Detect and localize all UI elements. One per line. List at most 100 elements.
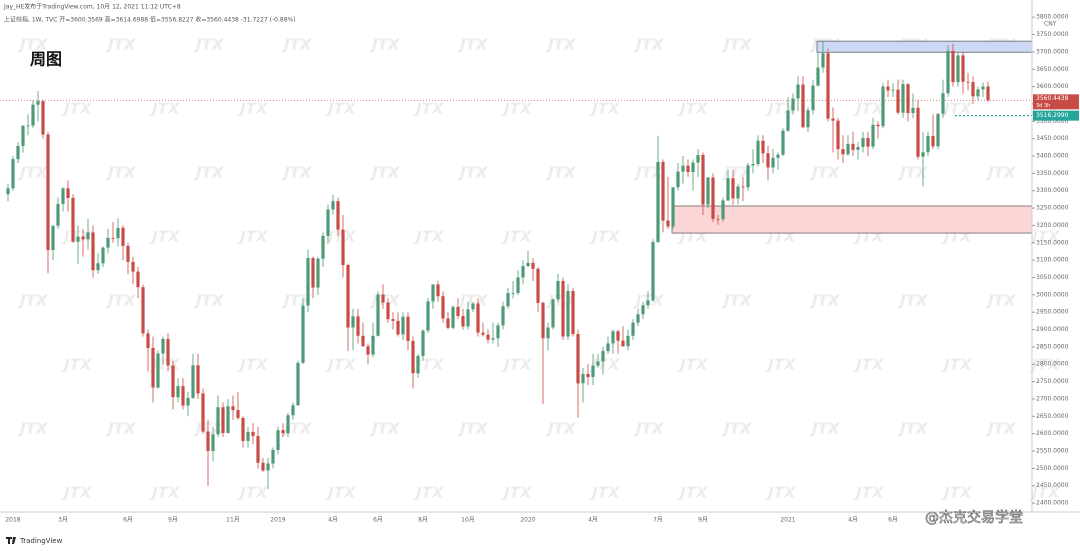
watermark: JTX (457, 164, 489, 182)
candle-body (771, 157, 775, 168)
candle-body (861, 137, 865, 147)
candle-body (826, 53, 830, 119)
publisher: Jay_HE发布于TradingView.com, 10月 12, 2021 1… (3, 3, 181, 11)
candle-body (206, 431, 210, 452)
candle-body (316, 258, 320, 288)
candle-body (801, 84, 805, 128)
candle-body (411, 340, 415, 374)
candle-body (676, 171, 680, 188)
candle-body (176, 386, 180, 398)
candle-body (716, 218, 720, 220)
y-tick-label: 2450.0000 (1036, 482, 1069, 489)
candle-body (581, 373, 585, 384)
candle-body (366, 346, 370, 355)
watermark: JTX (985, 164, 1017, 182)
x-tick-label: 11月 (226, 517, 240, 524)
watermark: JTX (501, 100, 533, 118)
candle-body (736, 186, 740, 199)
candle-body (251, 431, 255, 437)
candle-body (11, 159, 15, 189)
candle-body (266, 463, 270, 471)
watermark: JTX (589, 228, 621, 246)
candle-body (141, 287, 145, 334)
candle-body (521, 266, 525, 278)
candle-body (796, 84, 800, 99)
watermark: JTX (501, 228, 533, 246)
x-tick-label: 4月 (588, 517, 598, 524)
candle-body (136, 271, 140, 288)
candle-body (381, 294, 385, 303)
candle-body (286, 415, 290, 434)
watermark: JTX (897, 420, 929, 438)
watermark: JTX (721, 292, 753, 310)
candle-body (171, 365, 175, 398)
x-tick-label: 10月 (461, 517, 475, 524)
candle-body (346, 264, 350, 328)
candle-body (841, 149, 845, 155)
candle-body (731, 178, 735, 199)
watermark: JTX (61, 228, 93, 246)
candle-body (466, 309, 470, 327)
candle-body (21, 125, 25, 146)
y-tick-label: 2700.0000 (1036, 395, 1069, 402)
x-tick-label: 6月 (123, 517, 133, 524)
last-price-label: 3560.4438 (1036, 95, 1069, 102)
candle-body (546, 327, 550, 339)
candle-body (651, 242, 655, 301)
candle-body (561, 280, 565, 337)
candle-body (436, 284, 440, 297)
watermark: JTX (985, 292, 1017, 310)
x-tick-label: 4月 (848, 517, 858, 524)
watermark: JTX (809, 420, 841, 438)
candle-body (336, 201, 340, 230)
candle-body (116, 227, 120, 239)
watermark: JTX (105, 36, 137, 54)
candle-body (261, 462, 265, 471)
watermark: JTX (941, 484, 973, 502)
watermark: JTX (985, 420, 1017, 438)
watermark: JTX (677, 100, 709, 118)
candle-body (106, 237, 110, 248)
candle-body (746, 165, 750, 188)
candle-body (811, 85, 815, 111)
candle-body (291, 405, 295, 416)
candle-body (326, 209, 330, 236)
candle-body (216, 407, 220, 435)
candle-body (881, 86, 885, 127)
candle-body (976, 89, 980, 97)
y-tick-label: 3450.0000 (1036, 135, 1069, 142)
watermark: JTX (721, 164, 753, 182)
candle-body (836, 120, 840, 150)
watermark: JTX (633, 420, 665, 438)
candle-body (776, 154, 780, 158)
candle-body (711, 177, 715, 219)
watermark: JTX (853, 356, 885, 374)
watermark: JTX (369, 164, 401, 182)
candle-body (721, 200, 725, 220)
watermark: JTX (677, 484, 709, 502)
candle-body (456, 306, 460, 317)
candle-body (271, 449, 275, 464)
watermark: JTX (281, 292, 313, 310)
candle-body (936, 113, 940, 147)
watermark: JTX (17, 164, 49, 182)
watermark: JTX (105, 164, 137, 182)
candle-body (636, 314, 640, 323)
candle-body (526, 262, 530, 267)
candle-body (911, 107, 915, 113)
watermark: JTX (853, 100, 885, 118)
candle-body (866, 137, 870, 147)
candle-body (681, 165, 685, 172)
zone (816, 40, 1033, 53)
tv-logo (6, 537, 16, 544)
candle-body (536, 268, 540, 303)
candle-body (666, 220, 670, 227)
candle-body (196, 365, 200, 394)
watermark: JTX (501, 356, 533, 374)
candle-body (356, 316, 360, 336)
watermark: JTX (413, 356, 445, 374)
watermark: JTX (325, 484, 357, 502)
candle-body (231, 406, 235, 411)
brand: TradingView (19, 537, 63, 545)
